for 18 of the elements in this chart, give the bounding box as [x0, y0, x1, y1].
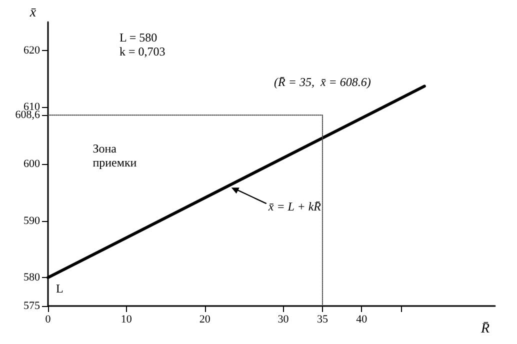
x-tick-label: 0	[45, 314, 52, 326]
x-tick-label: 40	[356, 314, 368, 326]
y-tick-label: 600	[24, 158, 40, 170]
annotation: L = 580 k = 0,703	[120, 30, 166, 59]
annotation: (R̄ = 35, x̄ = 608.6)	[274, 75, 371, 90]
y-tick-label: 575	[24, 300, 40, 312]
x-axis-title: R̄	[480, 321, 490, 336]
y-tick-label: 590	[24, 214, 40, 227]
x-tick-label: 30	[278, 314, 290, 326]
annotation: L	[56, 282, 64, 296]
y-tick-label: 620	[24, 44, 40, 56]
x-tick-label: 10	[120, 314, 132, 326]
y-axis-title: x̄	[28, 6, 37, 20]
annotation: Зона приемки	[92, 141, 138, 170]
x-tick-label: 20	[199, 314, 211, 326]
x-tick-label: 35	[316, 314, 328, 326]
annotation: x̄ = L + kR̄	[267, 200, 322, 214]
y-tick-label: 580	[24, 272, 40, 284]
